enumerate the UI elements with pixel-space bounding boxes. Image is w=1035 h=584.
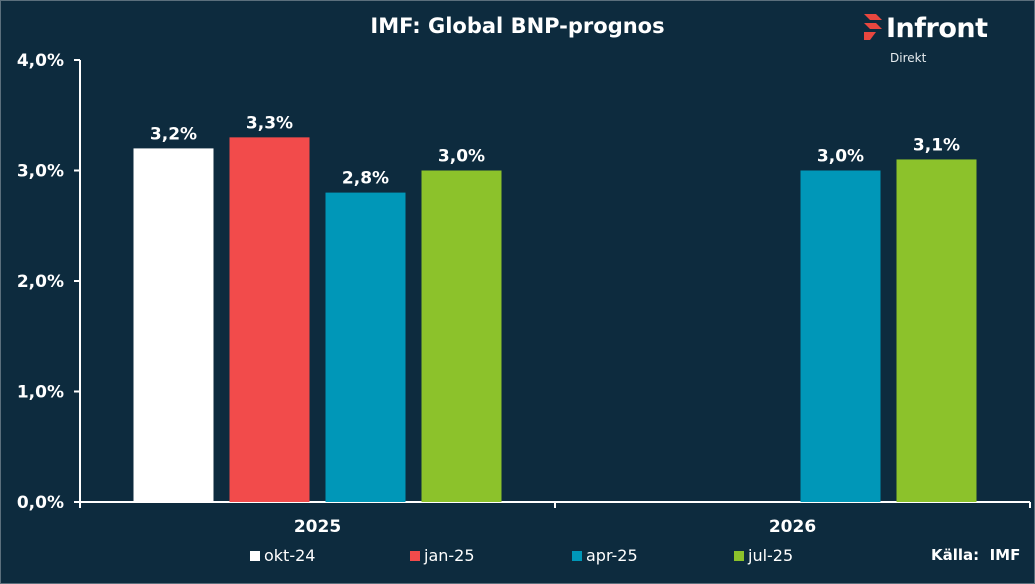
y-tick-label: 2,0% bbox=[17, 272, 64, 292]
legend-swatch bbox=[410, 551, 420, 561]
data-label: 3,0% bbox=[438, 147, 485, 167]
legend-swatch bbox=[734, 551, 744, 561]
data-label: 2,8% bbox=[342, 169, 389, 189]
y-tick-label: 3,0% bbox=[17, 162, 64, 182]
infront-logo-icon bbox=[864, 14, 882, 40]
bar bbox=[800, 170, 881, 502]
data-label: 3,2% bbox=[150, 124, 197, 144]
bars bbox=[133, 137, 977, 502]
bar bbox=[229, 137, 310, 502]
x-tick-label: 2026 bbox=[769, 517, 816, 537]
brand-logo: Infront Direkt bbox=[862, 12, 1022, 68]
legend-item: apr-25 bbox=[572, 545, 638, 567]
data-label: 3,1% bbox=[913, 135, 960, 155]
data-label: 3,0% bbox=[817, 147, 864, 167]
chart-title: IMF: Global BNP-prognos bbox=[370, 14, 665, 38]
bar bbox=[421, 170, 502, 502]
x-axis: 2025 2026 bbox=[79, 501, 1031, 537]
y-tick-label: 4,0% bbox=[17, 51, 64, 71]
bar-labels: 3,2% 3,3% 2,8% 3,0% 3,0% 3,1% bbox=[150, 113, 960, 188]
bar bbox=[896, 159, 977, 502]
legend-label: apr-25 bbox=[586, 546, 638, 565]
bar-chart: 0,0% 1,0% 2,0% 3,0% 4,0% 2025 2026 3,2% 3,3% 2,… bbox=[17, 51, 1031, 537]
legend-swatch bbox=[572, 551, 582, 561]
data-label: 3,3% bbox=[246, 113, 293, 133]
y-axis: 0,0% 1,0% 2,0% 3,0% 4,0% bbox=[17, 51, 81, 513]
y-tick-label: 0,0% bbox=[17, 493, 64, 513]
legend-swatch bbox=[250, 551, 260, 561]
legend-item: jan-25 bbox=[410, 545, 475, 567]
legend-label: okt-24 bbox=[264, 546, 316, 565]
bar bbox=[133, 148, 214, 502]
legend: okt-24 jan-25 apr-25 jul-25 bbox=[0, 545, 1035, 569]
legend-label: jan-25 bbox=[424, 546, 475, 565]
bar bbox=[325, 192, 406, 502]
y-tick-label: 1,0% bbox=[17, 383, 64, 403]
legend-item: jul-25 bbox=[734, 545, 793, 567]
legend-label: jul-25 bbox=[748, 546, 794, 565]
x-tick-label: 2025 bbox=[294, 517, 341, 537]
legend-item: okt-24 bbox=[250, 545, 315, 567]
brand-subtitle: Direkt bbox=[890, 51, 927, 65]
brand-name: Infront bbox=[886, 13, 988, 44]
source-label: Källa: IMF bbox=[931, 546, 1021, 564]
